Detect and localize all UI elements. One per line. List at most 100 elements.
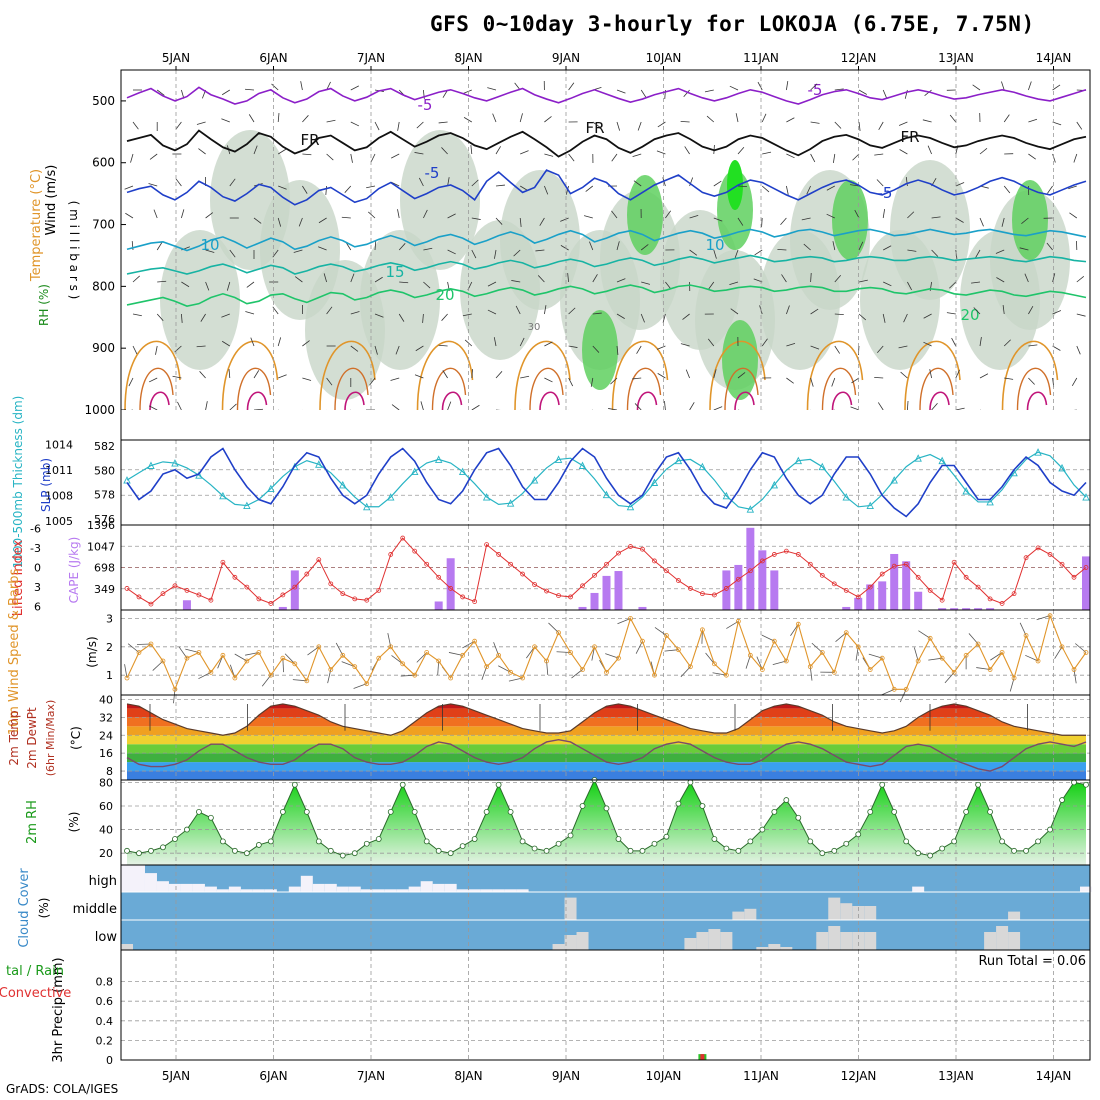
- wind-barb: [519, 337, 525, 347]
- wind-barb: [414, 152, 424, 155]
- wind-barb: [420, 401, 424, 411]
- thickness-marker: [554, 455, 563, 463]
- wind-barb: [656, 150, 666, 155]
- rh-marker: [1083, 781, 1089, 788]
- wind-speed-marker: [220, 652, 226, 658]
- wind-barb: [810, 121, 820, 124]
- wind-speed-marker: [1047, 613, 1053, 619]
- wind-speed-marker: [1023, 633, 1029, 638]
- wind-barb: [438, 121, 448, 124]
- ylabel-cloud: Cloud Cover: [17, 868, 32, 948]
- rh-high-field: [722, 320, 758, 400]
- cloud-bar: [144, 873, 157, 892]
- wind-barb: [560, 245, 569, 251]
- date-label-top: 6JAN: [259, 51, 287, 65]
- wind-barb: [344, 185, 352, 193]
- lifted-index-marker: [807, 561, 813, 567]
- pressure-tick: 1000: [84, 403, 115, 417]
- wind-barb: [418, 177, 424, 187]
- wind-speed-marker: [244, 658, 250, 664]
- wind-speed-marker: [508, 669, 514, 675]
- cape-bar: [602, 575, 611, 610]
- cloud-bar: [552, 944, 565, 950]
- lifted-index-marker: [927, 587, 933, 593]
- thickness-marker: [770, 480, 779, 489]
- wind-barb: [777, 248, 787, 251]
- rh-tick: 20: [99, 847, 113, 860]
- rh-marker: [615, 836, 622, 842]
- temp-tick: 40: [99, 693, 113, 706]
- lifted-index-marker: [388, 552, 394, 557]
- wind-barb: [368, 211, 376, 219]
- wind-barb: [874, 153, 884, 156]
- wind-barb: [878, 121, 884, 130]
- thickness-marker: [434, 455, 443, 463]
- wind-barb: [882, 209, 886, 219]
- wind-speed-marker: [1035, 658, 1041, 664]
- wind-barb: [463, 89, 472, 94]
- rh-marker: [471, 836, 478, 842]
- hot-contour: [831, 391, 853, 411]
- thickness-marker: [243, 501, 251, 510]
- wind-barb: [520, 150, 529, 155]
- temp-line: [126, 703, 1086, 736]
- temp-band: [127, 744, 1086, 754]
- wind-barb: [1073, 153, 1078, 163]
- wind-barb: [447, 249, 456, 255]
- wind-speed-marker: [136, 650, 142, 655]
- warm-contour: [319, 340, 376, 411]
- lifted-index-marker: [220, 559, 226, 565]
- temp-band: [127, 771, 1086, 780]
- ylabel-wind-10m: 10m Wind Speed & Barbs: [7, 569, 22, 736]
- wind-barb: [834, 88, 844, 91]
- wind-speed-marker: [340, 652, 346, 658]
- wind-speed-marker: [388, 644, 394, 650]
- cape-bar: [878, 581, 887, 610]
- rh-marker: [867, 808, 874, 815]
- wind-speed-marker: [843, 630, 849, 636]
- wind-barb: [640, 313, 645, 323]
- temp-bands: [127, 703, 1086, 780]
- rh-marker: [435, 847, 442, 854]
- wind-barb: [539, 217, 545, 226]
- wind-barb: [471, 217, 481, 220]
- lifted-index-marker: [1023, 555, 1029, 561]
- lifted-index-marker: [1083, 565, 1089, 570]
- rh-marker: [951, 838, 958, 845]
- wind-barb: [592, 312, 602, 315]
- cloud-bar: [996, 926, 1009, 950]
- cloud-bar: [312, 883, 325, 892]
- cloud-bar: [492, 889, 505, 892]
- rh-marker: [184, 826, 190, 833]
- wind-barb: [544, 185, 549, 195]
- ylabel-temperature: Temperature (°C): [29, 169, 44, 282]
- rh-marker: [255, 842, 262, 848]
- rh-marker: [831, 847, 838, 854]
- wind-barb: [390, 377, 400, 381]
- wind-barb: [1024, 273, 1029, 283]
- wind-barb: [130, 153, 134, 163]
- lifted-index-marker: [628, 544, 633, 549]
- wind-speed-marker: [316, 644, 322, 650]
- lifted-index-marker: [987, 596, 993, 602]
- wind-barb: [205, 249, 215, 253]
- wind-barb: [616, 241, 620, 251]
- rh-marker: [795, 814, 802, 821]
- lifted-index-marker: [759, 558, 765, 564]
- wind-barb: [181, 209, 185, 219]
- wind-barb: [1003, 185, 1011, 194]
- wind-barb: [826, 185, 835, 191]
- temp-band: [127, 708, 1086, 718]
- wind-barb: [447, 401, 452, 411]
- rh-high-field: [832, 180, 868, 260]
- ylabel-temp-unit: (°C): [69, 726, 83, 750]
- thickness-marker: [722, 491, 731, 500]
- wind-barb: [442, 370, 448, 379]
- rh-marker: [196, 808, 202, 815]
- lifted-index-marker: [532, 582, 537, 587]
- wind-barb: [228, 368, 231, 379]
- cloud-row-label: middle: [73, 902, 117, 917]
- wind-barb: [729, 281, 739, 286]
- wind-barb: [1028, 344, 1038, 347]
- cloud-bar: [840, 903, 853, 920]
